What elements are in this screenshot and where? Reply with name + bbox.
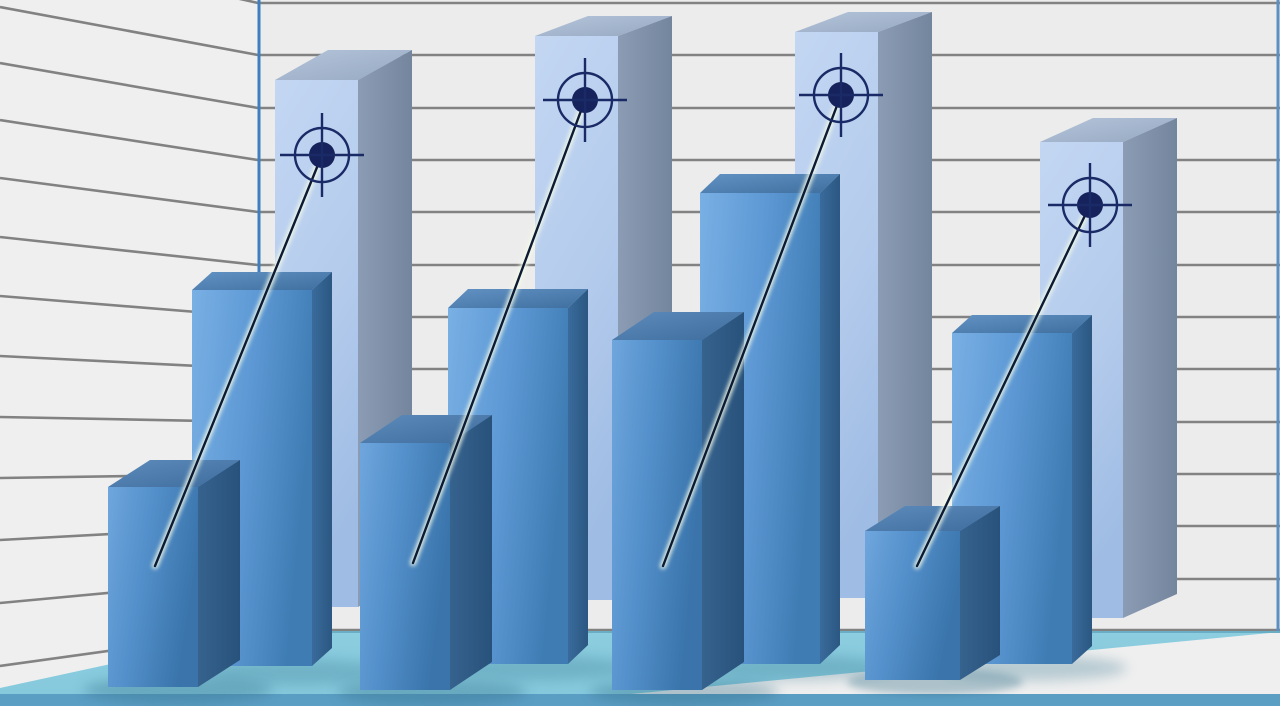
bar-group-front-row [83,312,1023,706]
bar-side-face [1123,118,1177,618]
bar-top-face [612,312,744,340]
bar-front-4[interactable] [865,506,1000,680]
target-marker-2[interactable] [543,58,627,142]
bar-top-face [952,315,1092,333]
bar-side-face [878,12,932,598]
bar-side-face [198,460,240,687]
pointer-line-4 [915,203,1092,568]
bar-front-face [865,531,960,680]
bar-front-face [612,340,702,690]
bar-side-face [820,174,840,664]
bar-side-face [1072,315,1092,664]
target-marker-3[interactable] [799,53,883,137]
bar-side-face [450,415,492,690]
target-markers-group [280,53,1132,247]
bar-front-face [360,443,450,690]
bar-side-face [960,506,1000,680]
bar-top-face [448,289,588,308]
bar-top-face [795,12,932,32]
pointer-lines-group [152,92,1093,569]
pointer-line-1 [153,153,324,568]
bar-top-face [108,460,240,487]
target-marker-1[interactable] [280,113,364,197]
bar-front-2[interactable] [360,415,492,690]
bar-front-face [108,487,198,687]
pointer-line-2 [411,98,587,565]
bar-top-face [1040,118,1177,142]
bar-top-face [535,16,672,36]
bar-top-face [192,272,332,290]
bar-side-face [568,289,588,664]
bar-front-1[interactable] [108,460,240,687]
bar-top-face [275,50,412,80]
bar-side-face [702,312,744,690]
bar-top-face [865,506,1000,531]
bar-top-face [700,174,840,193]
bar-side-face [312,272,332,666]
target-marker-4[interactable] [1048,163,1132,247]
bar-front-3[interactable] [612,312,744,690]
pointer-line-3 [661,93,843,568]
